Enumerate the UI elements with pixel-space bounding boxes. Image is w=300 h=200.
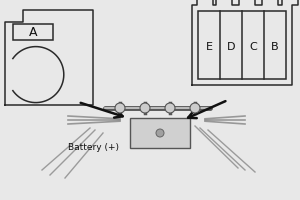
Circle shape — [140, 103, 150, 113]
Circle shape — [190, 103, 200, 113]
Text: B: B — [271, 42, 279, 52]
Text: D: D — [227, 42, 235, 52]
Bar — [13, 24, 53, 40]
Circle shape — [156, 129, 164, 137]
Bar — [198, 11, 286, 79]
Circle shape — [165, 103, 175, 113]
Text: Battery (+): Battery (+) — [68, 144, 119, 152]
Text: A: A — [29, 25, 37, 38]
Circle shape — [115, 103, 125, 113]
Text: E: E — [206, 42, 212, 52]
Bar — [130, 118, 190, 148]
Text: C: C — [249, 42, 257, 52]
